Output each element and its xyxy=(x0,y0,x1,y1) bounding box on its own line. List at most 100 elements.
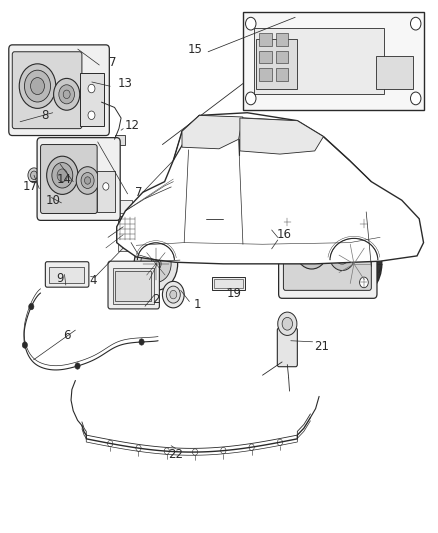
Text: 6: 6 xyxy=(63,329,71,342)
Text: 7: 7 xyxy=(376,263,384,276)
FancyBboxPatch shape xyxy=(376,56,413,89)
FancyBboxPatch shape xyxy=(214,279,244,288)
Polygon shape xyxy=(240,118,323,154)
Circle shape xyxy=(282,317,293,330)
Circle shape xyxy=(192,449,198,455)
Circle shape xyxy=(139,339,144,345)
Text: 9: 9 xyxy=(57,272,64,285)
Text: 1: 1 xyxy=(194,298,201,311)
Circle shape xyxy=(334,245,350,264)
Circle shape xyxy=(31,78,45,94)
Text: 7: 7 xyxy=(109,56,116,69)
FancyBboxPatch shape xyxy=(254,28,384,94)
Text: 2: 2 xyxy=(152,293,159,306)
Circle shape xyxy=(134,237,178,290)
Circle shape xyxy=(277,439,283,446)
Circle shape xyxy=(52,163,73,188)
Circle shape xyxy=(346,254,362,273)
Circle shape xyxy=(278,312,297,335)
FancyBboxPatch shape xyxy=(97,171,115,212)
Circle shape xyxy=(75,363,80,369)
Circle shape xyxy=(151,257,161,270)
Circle shape xyxy=(221,447,226,454)
FancyBboxPatch shape xyxy=(118,216,136,241)
FancyBboxPatch shape xyxy=(259,33,272,46)
FancyBboxPatch shape xyxy=(276,33,288,46)
Circle shape xyxy=(329,239,355,271)
Text: 16: 16 xyxy=(277,228,292,241)
Circle shape xyxy=(170,290,177,299)
FancyBboxPatch shape xyxy=(108,261,159,309)
Circle shape xyxy=(295,229,328,269)
FancyBboxPatch shape xyxy=(115,135,125,144)
Circle shape xyxy=(410,92,421,105)
Text: 17: 17 xyxy=(22,181,37,193)
Polygon shape xyxy=(182,115,243,149)
FancyBboxPatch shape xyxy=(243,12,424,110)
FancyBboxPatch shape xyxy=(118,200,132,214)
Circle shape xyxy=(57,169,67,182)
FancyBboxPatch shape xyxy=(212,277,245,290)
FancyBboxPatch shape xyxy=(41,144,97,214)
Circle shape xyxy=(136,445,141,451)
FancyBboxPatch shape xyxy=(46,262,89,287)
Text: 13: 13 xyxy=(118,77,133,90)
Text: 21: 21 xyxy=(314,340,329,352)
Circle shape xyxy=(246,92,256,105)
FancyBboxPatch shape xyxy=(259,51,272,63)
Circle shape xyxy=(360,277,368,288)
Circle shape xyxy=(22,342,28,348)
Circle shape xyxy=(81,173,94,189)
Text: 19: 19 xyxy=(227,287,242,300)
Text: 8: 8 xyxy=(41,109,49,122)
Circle shape xyxy=(29,303,34,310)
Text: 7: 7 xyxy=(135,186,142,199)
FancyBboxPatch shape xyxy=(49,267,84,283)
Circle shape xyxy=(108,440,113,447)
Polygon shape xyxy=(117,113,424,264)
Circle shape xyxy=(267,226,273,233)
Circle shape xyxy=(300,235,323,263)
Circle shape xyxy=(63,90,70,99)
Text: 12: 12 xyxy=(124,119,139,133)
Text: 14: 14 xyxy=(57,173,72,185)
FancyBboxPatch shape xyxy=(276,51,288,63)
FancyBboxPatch shape xyxy=(12,52,82,128)
Circle shape xyxy=(19,64,56,108)
Circle shape xyxy=(76,167,99,195)
Circle shape xyxy=(166,286,180,303)
Circle shape xyxy=(410,17,421,30)
FancyBboxPatch shape xyxy=(283,216,371,290)
Circle shape xyxy=(103,183,109,190)
FancyBboxPatch shape xyxy=(9,45,110,135)
Text: 15: 15 xyxy=(187,43,202,55)
Circle shape xyxy=(336,241,372,286)
Circle shape xyxy=(162,281,184,308)
Circle shape xyxy=(59,85,74,104)
FancyBboxPatch shape xyxy=(259,68,272,81)
FancyBboxPatch shape xyxy=(256,38,297,89)
Circle shape xyxy=(88,84,95,93)
FancyBboxPatch shape xyxy=(80,72,104,126)
Circle shape xyxy=(88,111,95,119)
FancyBboxPatch shape xyxy=(113,268,154,304)
Circle shape xyxy=(85,177,91,184)
Text: 22: 22 xyxy=(168,448,183,461)
Circle shape xyxy=(326,230,382,298)
Circle shape xyxy=(28,168,40,183)
Circle shape xyxy=(331,236,377,292)
Circle shape xyxy=(31,171,38,180)
FancyBboxPatch shape xyxy=(115,271,151,301)
Circle shape xyxy=(283,216,292,227)
Circle shape xyxy=(25,70,50,102)
Text: 10: 10 xyxy=(45,193,60,207)
Circle shape xyxy=(47,156,78,195)
FancyBboxPatch shape xyxy=(118,243,134,251)
FancyBboxPatch shape xyxy=(279,208,377,298)
Circle shape xyxy=(267,245,273,253)
FancyBboxPatch shape xyxy=(276,68,288,81)
Text: 4: 4 xyxy=(89,274,96,287)
FancyBboxPatch shape xyxy=(277,328,297,367)
FancyBboxPatch shape xyxy=(37,138,120,220)
Circle shape xyxy=(306,242,318,256)
